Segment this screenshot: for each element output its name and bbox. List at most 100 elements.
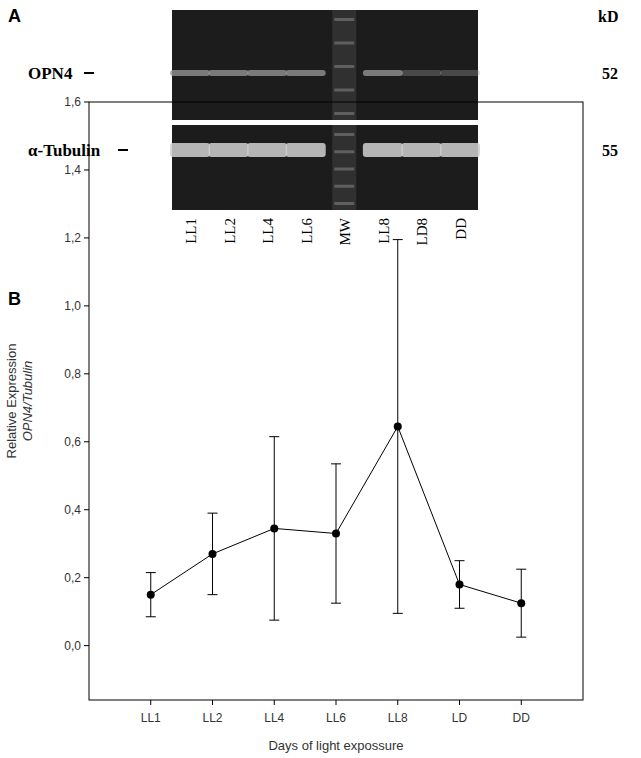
error-bar	[393, 240, 403, 614]
y-tick	[84, 373, 89, 374]
panel-letter: A	[8, 6, 21, 26]
ladder-lane	[332, 10, 356, 120]
protein-band	[170, 70, 210, 76]
x-tick-label: LL1	[141, 711, 161, 725]
y-tick	[84, 237, 89, 238]
lane-label: MW	[337, 217, 353, 245]
x-tick-label: LD	[452, 711, 468, 725]
error-cap	[146, 572, 156, 573]
protein-band	[440, 143, 480, 157]
y-tick-label: 0,4	[64, 503, 81, 517]
error-cap	[516, 569, 526, 570]
series-line	[151, 426, 522, 603]
x-tick-label: LL8	[388, 711, 408, 725]
y-tick-label: 1,0	[64, 299, 81, 313]
protein-band	[286, 143, 326, 157]
error-cap	[269, 436, 279, 437]
data-group	[146, 240, 527, 638]
x-tick-label: DD	[513, 711, 531, 725]
lane-label: LD8	[414, 218, 430, 246]
blot-membrane	[172, 125, 478, 210]
error-bar	[516, 569, 526, 637]
y-tick	[84, 441, 89, 442]
error-bar	[146, 573, 156, 617]
error-cap	[269, 620, 279, 621]
protein-band	[401, 143, 441, 157]
x-tick	[397, 700, 398, 705]
error-bar	[455, 561, 465, 609]
y-axis-label: OPN4/Tubulin	[20, 361, 35, 442]
y-tick-label: 1,2	[64, 231, 81, 245]
x-tick	[459, 700, 460, 705]
figure: A OPN4 52 α-Tubulin 55 kD LL1 LL2 LL4 LL6 MW LL8 LD8…	[0, 0, 641, 758]
error-cap	[393, 613, 403, 614]
panel-letter: B	[8, 289, 21, 309]
x-tick	[150, 700, 151, 705]
error-cap	[208, 513, 218, 514]
x-tick-label: LL2	[202, 711, 222, 725]
y-tick	[84, 102, 89, 103]
band-label: α-Tubulin	[28, 141, 101, 160]
protein-band	[170, 143, 210, 157]
error-cap	[331, 463, 341, 464]
y-tick	[84, 509, 89, 510]
lane-label: LL2	[222, 218, 238, 244]
protein-band	[209, 143, 249, 157]
plot-frame	[89, 102, 583, 700]
lane-label: LL6	[299, 218, 315, 244]
protein-band	[363, 143, 403, 157]
x-tick-label: LL4	[264, 711, 284, 725]
y-tick	[84, 169, 89, 170]
protein-band	[401, 70, 441, 76]
lane-label: LL8	[376, 218, 392, 244]
x-tick	[274, 700, 275, 705]
y-tick-label: 0,0	[64, 639, 81, 653]
lane-label: LL1	[183, 218, 199, 244]
error-bar	[208, 513, 218, 595]
error-cap	[208, 594, 218, 595]
band-size: 52	[602, 65, 618, 82]
band-label: OPN4	[28, 64, 73, 83]
y-tick-label: 1,4	[64, 163, 81, 177]
band-pointer	[118, 149, 128, 151]
y-tick	[84, 305, 89, 306]
data-point	[147, 591, 155, 599]
protein-band	[209, 70, 249, 76]
blot-membrane	[172, 10, 478, 120]
y-tick-label: 0,6	[64, 435, 81, 449]
data-point	[394, 422, 402, 430]
x-axis-label: Days of light expossure	[268, 738, 403, 753]
error-bar	[269, 437, 279, 620]
x-tick	[212, 700, 213, 705]
protein-band	[363, 70, 403, 76]
ladder-lane	[332, 125, 356, 210]
x-tick	[521, 700, 522, 705]
protein-band	[440, 70, 480, 76]
y-axis-label: Relative Expression	[4, 344, 19, 459]
error-cap	[516, 637, 526, 638]
protein-band	[247, 143, 287, 157]
protein-band	[286, 70, 326, 76]
unit-label: kD	[598, 8, 618, 25]
lane-label: DD	[453, 218, 469, 240]
data-point	[517, 599, 525, 607]
error-cap	[455, 608, 465, 609]
band-size: 55	[602, 142, 618, 159]
error-cap	[393, 239, 403, 240]
error-bar	[331, 464, 341, 603]
error-cap	[146, 616, 156, 617]
x-tick-label: LL6	[326, 711, 346, 725]
y-tick	[84, 577, 89, 578]
y-tick-label: 0,2	[64, 571, 81, 585]
lane-label: LL4	[260, 218, 276, 244]
y-tick-label: 0,8	[64, 367, 81, 381]
error-cap	[455, 560, 465, 561]
error-cap	[331, 603, 341, 604]
data-point	[456, 580, 464, 588]
x-tick	[336, 700, 337, 705]
protein-band	[247, 70, 287, 76]
data-point	[209, 550, 217, 558]
data-point	[332, 530, 340, 538]
data-point	[270, 524, 278, 532]
y-tick	[84, 645, 89, 646]
